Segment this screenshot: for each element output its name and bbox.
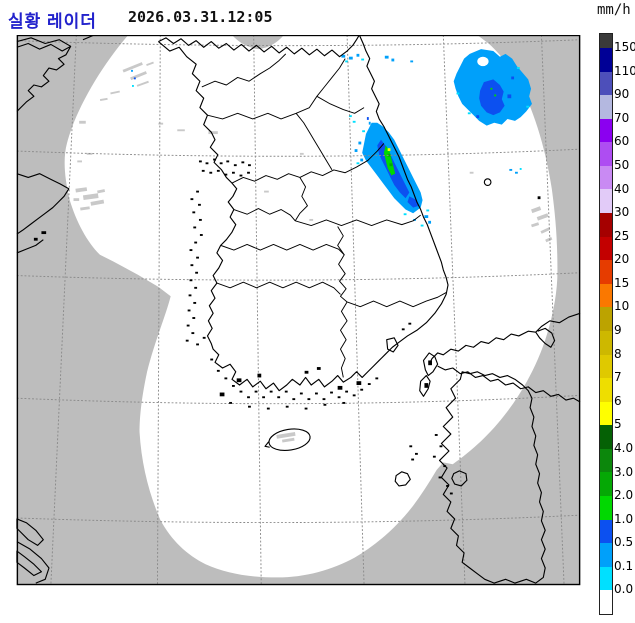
legend-segment [600,543,612,567]
legend-tick-label: 1.0 [614,511,634,526]
legend-tick-label: 6 [614,393,622,408]
legend-tick-label: 10 [614,299,630,314]
legend-tick-label: 40 [614,181,630,196]
legend-tick-label: 110 [614,63,635,78]
legend-tick-label: 0.5 [614,535,634,550]
legend-segment [600,378,612,402]
legend-tick-label: 70 [614,110,630,125]
legend-tick-label: 30 [614,205,630,220]
precipitation-overlay [131,49,532,227]
legend-segment [600,425,612,449]
legend-color-bar [599,33,613,615]
legend-tick-label: 20 [614,252,630,267]
legend-tick-label: 90 [614,87,630,102]
map-frame [16,34,581,586]
legend-segment [600,283,612,308]
island-specks [185,158,453,495]
legend-tick-label: 5 [614,417,622,432]
legend-segment [600,34,612,48]
clutter-echoes [73,61,553,443]
graticule [16,34,581,586]
legend-segment [600,189,612,214]
legend-segment [600,519,612,544]
legend-tick-label: 7 [614,370,622,385]
page-title: 실황 레이더 [8,12,97,31]
legend-segment [600,71,612,96]
radar-coverage-area [64,35,558,578]
legend-segment [600,213,612,237]
legend-tick-label: 15 [614,275,630,290]
legend-segment [600,495,612,520]
legend-tick-label: 0.1 [614,558,634,573]
radar-map-canvas [16,34,581,586]
legend-tick-label: 150 [614,40,635,54]
legend-segment [600,566,612,591]
legend-tick-label: 25 [614,228,630,243]
observation-timestamp: 2026.03.31.12:05 [128,8,273,26]
legend-segment [600,401,612,426]
legend-segment [600,48,612,72]
legend-segment [600,590,612,614]
legend-unit-label: mm/h [597,2,631,18]
legend-tick-label: 0.0 [614,582,634,597]
legend-tick-label: 60 [614,134,630,149]
legend-tick-label: 8 [614,346,622,361]
legend-tick-label: 9 [614,323,622,337]
legend-segment [600,118,612,143]
legend-tick-label: 2.0 [614,488,634,503]
legend-segment [600,142,612,166]
header-bar: 실황 레이더 2026.03.31.12:05 mm/h [0,0,635,35]
legend-segment [600,472,612,496]
legend-tick-label: 50 [614,157,630,172]
radar-map [0,34,597,618]
legend-segment [600,95,612,119]
legend-segment [600,448,612,473]
legend-segment [600,260,612,284]
legend-tick-label: 4.0 [614,440,634,455]
legend-segment [600,307,612,331]
coastlines-borders [16,34,581,584]
legend-segment [600,236,612,261]
legend-segment [600,354,612,379]
legend-segment [600,330,612,355]
legend-segment [600,165,612,190]
legend-tick-label: 3.0 [614,464,634,479]
